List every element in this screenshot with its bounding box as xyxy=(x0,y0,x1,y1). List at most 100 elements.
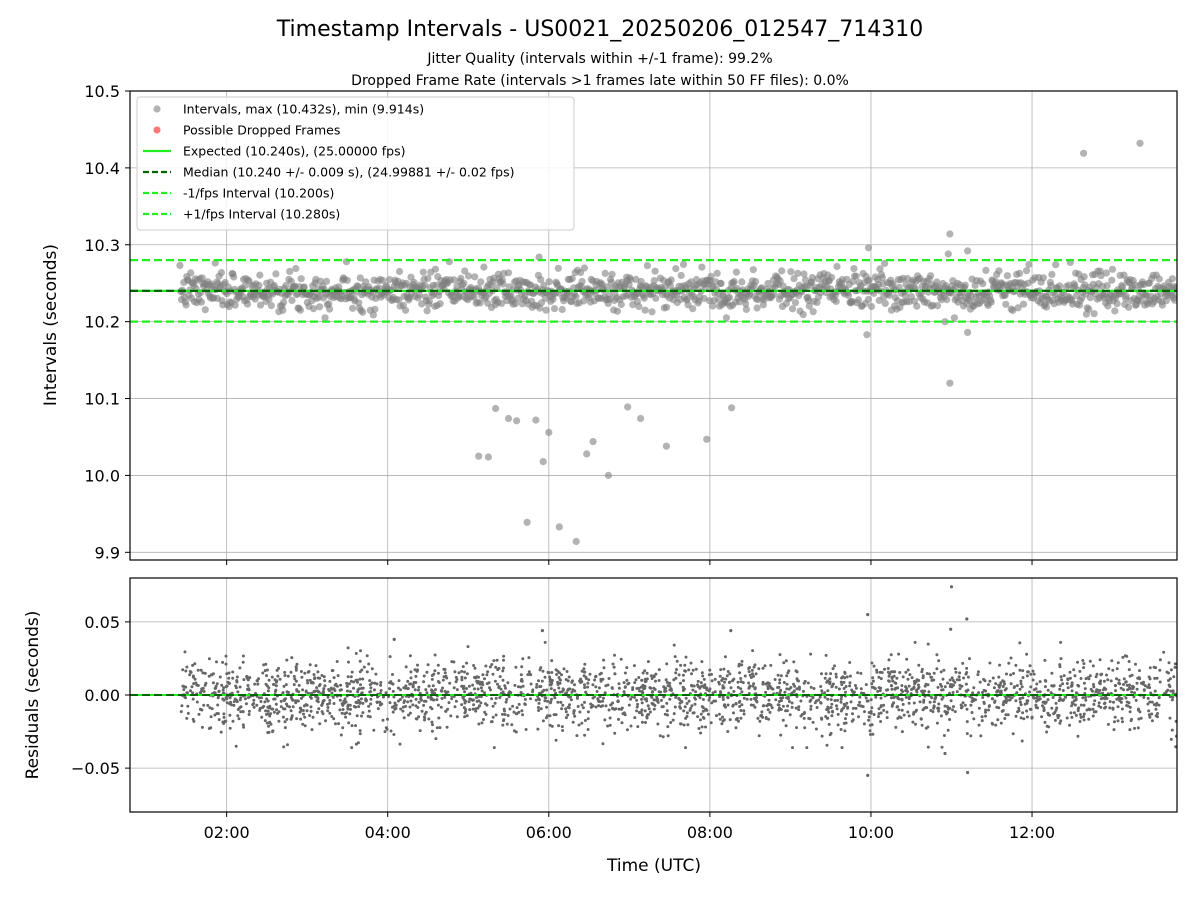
residual-point xyxy=(1021,676,1025,680)
residual-point xyxy=(564,710,568,714)
residual-point xyxy=(739,709,743,712)
residual-point xyxy=(430,688,433,692)
residual-point xyxy=(1102,679,1106,683)
residual-point xyxy=(925,672,929,675)
residual-point xyxy=(194,681,198,685)
residual-point xyxy=(726,703,730,707)
residual-point xyxy=(347,682,351,686)
residual-point xyxy=(656,722,660,726)
residual-point xyxy=(722,667,726,671)
residual-point xyxy=(916,683,920,687)
residual-point xyxy=(708,696,712,699)
chart-title: Timestamp Intervals - US0021_20250206_01… xyxy=(276,17,923,42)
residual-point xyxy=(1002,680,1006,684)
residual-point xyxy=(890,670,893,674)
residual-point xyxy=(935,667,939,671)
residual-point xyxy=(703,686,707,690)
residual-point xyxy=(365,670,369,674)
residual-point xyxy=(893,670,897,674)
residual-point xyxy=(1022,717,1026,721)
residual-point xyxy=(290,697,294,701)
residual-point xyxy=(218,675,222,679)
residual-point xyxy=(612,665,616,669)
residual-point xyxy=(860,704,864,708)
residual-point xyxy=(689,706,693,710)
residual-point xyxy=(833,699,837,702)
residual-point xyxy=(566,679,570,683)
residual-point xyxy=(223,719,227,723)
residual-point xyxy=(392,733,396,736)
residual-point xyxy=(406,700,410,704)
residual-point xyxy=(912,711,916,714)
residual-point xyxy=(348,690,352,693)
residual-point xyxy=(1036,690,1040,694)
residual-point xyxy=(556,680,560,684)
interval-outlier-point xyxy=(728,404,736,412)
residual-point xyxy=(546,699,550,703)
residual-point xyxy=(281,715,285,719)
residual-point xyxy=(284,683,288,687)
residual-point xyxy=(501,712,504,716)
residual-point xyxy=(1025,709,1029,713)
residual-point xyxy=(1025,699,1029,703)
interval-point xyxy=(1009,306,1017,314)
interval-point xyxy=(425,297,433,305)
interval-point xyxy=(493,284,501,292)
residual-point xyxy=(386,717,389,721)
residual-point xyxy=(1070,689,1074,693)
residual-point xyxy=(520,709,524,713)
residual-point xyxy=(328,689,331,693)
residual-point xyxy=(544,696,548,700)
residual-point xyxy=(582,667,586,671)
residual-point xyxy=(871,679,875,683)
residual-point xyxy=(323,679,327,683)
residual-point xyxy=(922,698,926,702)
residual-point xyxy=(1097,701,1101,705)
residual-point xyxy=(201,671,205,675)
residual-point xyxy=(238,666,242,670)
residual-point xyxy=(700,671,704,675)
residual-point xyxy=(524,728,528,731)
residual-point xyxy=(491,672,495,676)
residual-point xyxy=(317,684,321,688)
residual-point xyxy=(393,701,397,705)
residual-point xyxy=(553,696,557,700)
residual-point xyxy=(305,679,309,682)
residual-point xyxy=(869,698,873,702)
interval-point xyxy=(497,299,506,307)
residual-outlier-point xyxy=(866,773,870,778)
residual-point xyxy=(830,714,834,718)
chart-subtitle-jitter: Jitter Quality (intervals within +/-1 fr… xyxy=(426,51,772,67)
residual-point xyxy=(617,717,620,721)
residual-point xyxy=(394,703,398,707)
bottom-frame xyxy=(129,577,1178,813)
residual-point xyxy=(991,676,995,680)
residual-outlier-point xyxy=(729,629,733,633)
interval-point xyxy=(663,303,671,311)
residual-point xyxy=(415,669,419,673)
interval-point xyxy=(578,277,586,286)
residual-point xyxy=(431,723,434,727)
residual-point xyxy=(265,697,269,701)
residual-point xyxy=(561,703,565,707)
residual-point xyxy=(1008,698,1012,702)
residual-point xyxy=(1148,666,1152,670)
residual-point xyxy=(529,697,532,701)
residual-point xyxy=(1135,681,1139,685)
residual-point xyxy=(595,690,599,693)
residual-point xyxy=(1170,698,1174,702)
residual-point xyxy=(897,697,901,701)
residual-point xyxy=(283,726,287,730)
interval-point xyxy=(603,283,611,291)
residual-point xyxy=(460,675,464,679)
residual-point xyxy=(647,707,651,711)
x-axis-label: Time (UTC) xyxy=(606,856,701,876)
residual-point xyxy=(613,731,617,735)
residual-point xyxy=(541,669,545,673)
residual-point xyxy=(640,713,644,717)
residual-point xyxy=(423,712,427,716)
residual-point xyxy=(312,690,316,693)
residual-point xyxy=(763,664,767,668)
residual-point xyxy=(517,710,521,714)
residual-point xyxy=(777,703,781,707)
